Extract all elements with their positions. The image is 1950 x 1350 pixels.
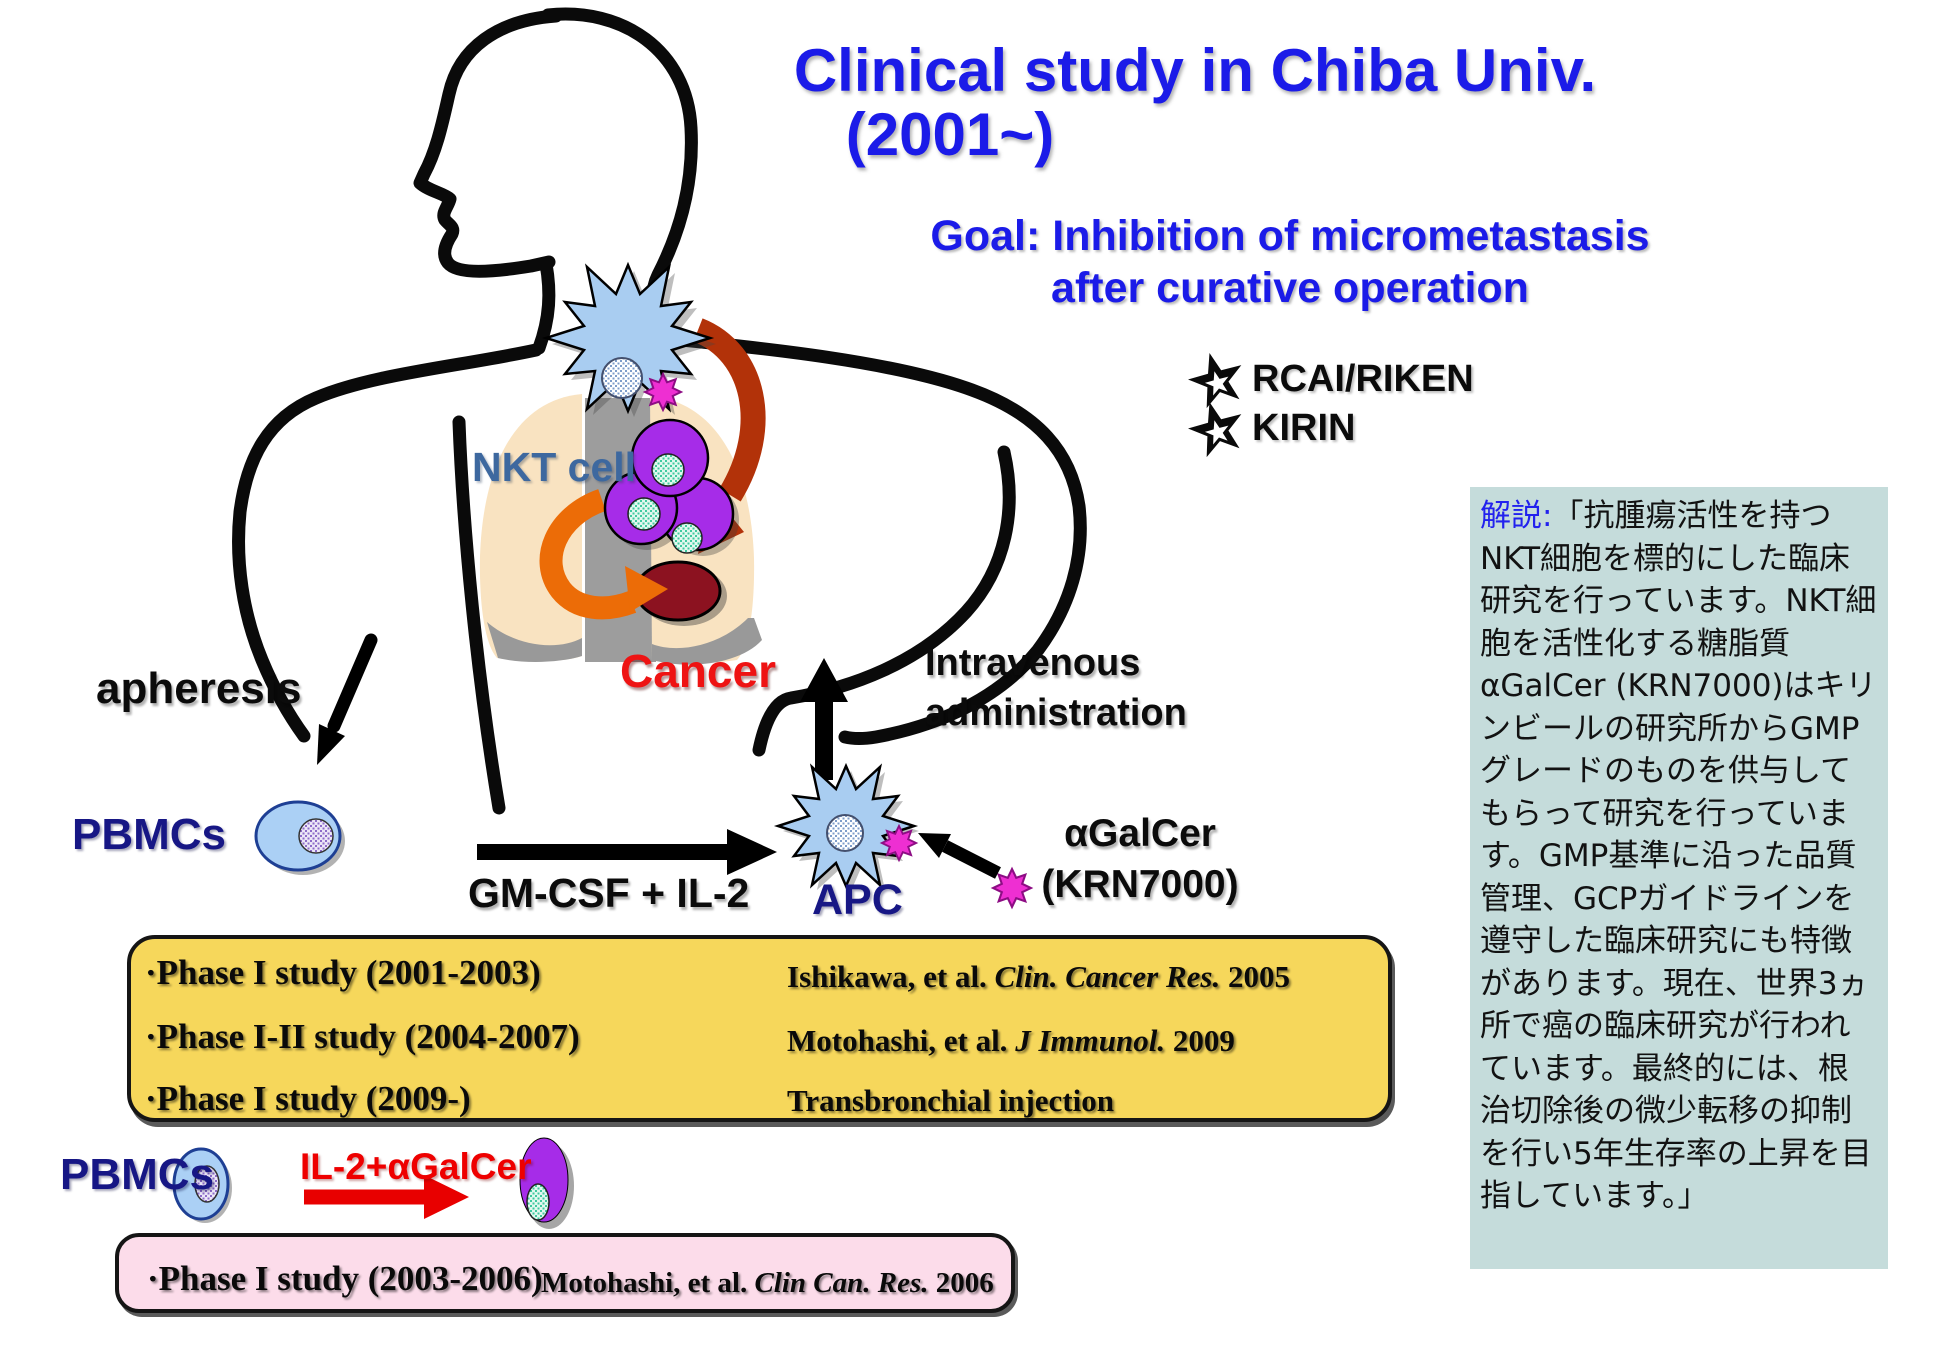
- apc-starburst-cultured: [776, 764, 919, 891]
- page-title-years: (2001~): [845, 101, 1055, 168]
- goal-line1: Goal: Inhibition of micrometastasis: [930, 212, 1650, 260]
- agalcer-loading-arrow: [918, 833, 1001, 879]
- agalcer-label: αGalCer (KRN7000): [1041, 812, 1239, 906]
- apc-nucleus: [601, 357, 643, 399]
- cancer-label: Cancer: [620, 645, 776, 697]
- apheresis-label: apheresis: [96, 664, 302, 713]
- il2-arrow: [304, 1175, 469, 1219]
- neck-front: [532, 257, 556, 355]
- left-torso-side: [452, 415, 506, 815]
- citation: Transbronchial injection: [787, 1083, 1114, 1118]
- study-box-il2: ·Phase I study (2003-2006) Motohashi, et…: [115, 1233, 1015, 1313]
- left-arm: [232, 343, 543, 743]
- head-profile: [413, 9, 563, 278]
- intravenous-arrow: [800, 658, 848, 780]
- commentary-text: 「抗腫瘍活性を持つNKT細胞を標的にした臨床研究を行っています。NKT細胞を活性…: [1480, 498, 1877, 1214]
- activated-nkt-cell: [519, 1137, 574, 1229]
- phase-item: ·Phase I-II study (2004-2007): [145, 1017, 580, 1056]
- nkt-cells: [603, 418, 739, 556]
- il2-agalcer-label: IL-2+αGalCer: [300, 1146, 532, 1187]
- pbmcs-label-bottom: PBMCs: [60, 1150, 215, 1199]
- right-arm: [654, 331, 1087, 745]
- agalcer-ligand-icon: [880, 824, 918, 862]
- citation: Motohashi, et al. J Immunol. 2009: [787, 1023, 1235, 1058]
- star-icon: [1182, 394, 1250, 460]
- page-title: Clinical study in Chiba Univ.: [793, 37, 1597, 104]
- nkt-cell-label: NKT cell: [472, 444, 637, 490]
- phase-item: ·Phase I study (2001-2003): [145, 953, 541, 992]
- sponsor-rcai-riken: RCAI/RIKEN: [1252, 358, 1474, 400]
- apheresis-arrow: [317, 633, 378, 765]
- gmcsf-arrow: [477, 829, 777, 875]
- person-outline: [232, 7, 1087, 815]
- sponsor-kirin: KIRIN: [1252, 407, 1356, 449]
- pbmcs-label-top: PBMCs: [72, 810, 227, 859]
- star-icon: [1182, 345, 1250, 411]
- agalcer-ligand-icon: [644, 373, 682, 411]
- intravenous-label: Intravenous administration: [925, 642, 1187, 734]
- phase-item: ·Phase I study (2003-2006): [147, 1259, 543, 1298]
- study-box-intravenous: ·Phase I study (2001-2003) ·Phase I-II s…: [127, 935, 1392, 1122]
- citation: Ishikawa, et al. Clin. Cancer Res. 2005: [787, 959, 1290, 994]
- gmcsf-il2-label: GM-CSF + IL-2: [468, 870, 750, 916]
- goal-line2: after curative operation: [1051, 264, 1529, 312]
- pbmc-cell-bottom: [172, 1147, 232, 1223]
- apc-starburst-chest: [544, 263, 716, 417]
- pbmc-cell-top: [254, 800, 345, 875]
- commentary-label: 解説:: [1480, 498, 1553, 534]
- citation: Motohashi, et al. Clin Can. Res. 2006: [541, 1267, 994, 1299]
- attack-arrow-to-cancer: [539, 489, 668, 620]
- apc-label: APC: [812, 876, 903, 924]
- commentary-panel: 解説:「抗腫瘍活性を持つNKT細胞を標的にした臨床研究を行っています。NKT細胞…: [1470, 487, 1888, 1269]
- phase-item: ·Phase I study (2009-): [145, 1079, 471, 1118]
- right-forearm-inner: [752, 445, 1016, 757]
